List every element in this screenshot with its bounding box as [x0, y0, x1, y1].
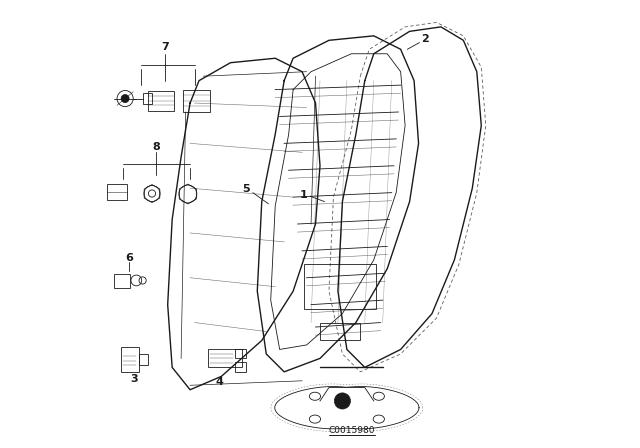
- Bar: [148, 91, 173, 111]
- Text: 3: 3: [131, 374, 138, 383]
- Text: 4: 4: [215, 377, 223, 387]
- Bar: [121, 347, 139, 372]
- Circle shape: [334, 393, 351, 409]
- Bar: [320, 323, 360, 340]
- Bar: [108, 184, 127, 200]
- Bar: [305, 264, 376, 309]
- Bar: [235, 362, 246, 372]
- Text: 6: 6: [125, 253, 132, 263]
- Text: C0015980: C0015980: [328, 426, 374, 435]
- Circle shape: [121, 95, 129, 103]
- Bar: [139, 354, 148, 365]
- Text: 1: 1: [300, 190, 307, 200]
- Bar: [114, 274, 130, 288]
- Bar: [184, 90, 210, 112]
- Text: 5: 5: [243, 184, 250, 194]
- Text: 7: 7: [161, 42, 170, 52]
- Bar: [235, 349, 246, 358]
- Bar: [208, 349, 242, 367]
- Bar: [143, 93, 152, 104]
- Text: 2: 2: [421, 34, 429, 44]
- Text: 8: 8: [152, 142, 161, 152]
